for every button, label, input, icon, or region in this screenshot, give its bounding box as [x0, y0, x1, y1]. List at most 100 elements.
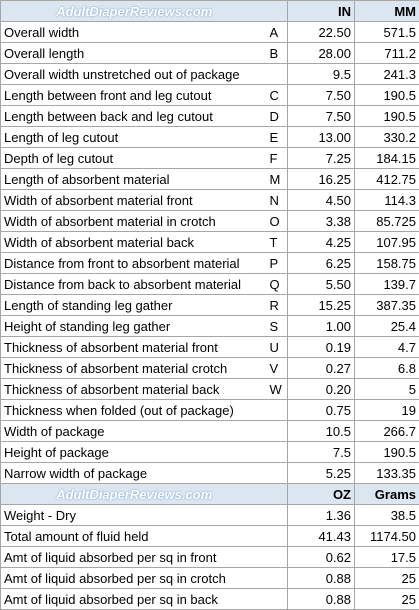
dimension-code: Q [268, 274, 288, 295]
dimension-code: O [268, 211, 288, 232]
weight-label: Amt of liquid absorbed per sq in crotch [1, 568, 268, 589]
weight-label: Total amount of fluid held [1, 526, 268, 547]
weight-code [268, 505, 288, 526]
dimension-code: S [268, 316, 288, 337]
weight-row: Amt of liquid absorbed per sq in crotch 0… [1, 568, 419, 589]
dimension-code: N [268, 190, 288, 211]
weight-oz-value: 1.36 [288, 505, 355, 526]
dimension-label: Thickness when folded (out of package) [1, 400, 268, 421]
dimension-code [268, 400, 288, 421]
dimension-code [268, 421, 288, 442]
dimension-mm-value: 139.7 [355, 274, 419, 295]
dimension-label: Height of standing leg gather [1, 316, 268, 337]
dimension-label: Length between front and leg cutout [1, 85, 268, 106]
dimension-code [268, 463, 288, 484]
weight-oz-value: 0.88 [288, 568, 355, 589]
dimension-in-value: 7.5 [288, 442, 355, 463]
dimension-code: T [268, 232, 288, 253]
dimension-in-value: 1.00 [288, 316, 355, 337]
dimension-mm-value: 6.8 [355, 358, 419, 379]
mm-column-header: MM [355, 1, 419, 22]
dimension-in-value: 7.50 [288, 85, 355, 106]
dimension-in-value: 9.5 [288, 64, 355, 85]
weight-row: Amt of liquid absorbed per sq in back 0.8… [1, 589, 419, 610]
dimension-in-value: 7.50 [288, 106, 355, 127]
dimension-in-value: 15.25 [288, 295, 355, 316]
dimension-mm-value: 4.7 [355, 337, 419, 358]
weight-oz-value: 0.88 [288, 589, 355, 610]
dimension-in-value: 5.50 [288, 274, 355, 295]
weight-code [268, 589, 288, 610]
dimension-mm-value: 330.2 [355, 127, 419, 148]
weight-grams-value: 17.5 [355, 547, 419, 568]
dimension-in-value: 5.25 [288, 463, 355, 484]
weight-grams-value: 38.5 [355, 505, 419, 526]
dimension-label: Width of package [1, 421, 268, 442]
dimension-mm-value: 5 [355, 379, 419, 400]
dimension-mm-value: 241.3 [355, 64, 419, 85]
dimension-in-value: 4.25 [288, 232, 355, 253]
dimension-code: M [268, 169, 288, 190]
weight-code [268, 547, 288, 568]
dimension-code: A [268, 22, 288, 43]
site-watermark: AdultDiaperReviews.com [1, 1, 268, 22]
dimension-label: Length between back and leg cutout [1, 106, 268, 127]
grams-column-header: Grams [355, 484, 419, 505]
dimension-code: E [268, 127, 288, 148]
dimension-in-value: 0.27 [288, 358, 355, 379]
dimension-label: Thickness of absorbent material front [1, 337, 268, 358]
dimension-code: W [268, 379, 288, 400]
dimension-row: Overall width unstretched out of package… [1, 64, 419, 85]
site-watermark-2: AdultDiaperReviews.com [1, 484, 268, 505]
dimension-label: Distance from back to absorbent material [1, 274, 268, 295]
dimension-mm-value: 133.35 [355, 463, 419, 484]
dimension-label: Length of leg cutout [1, 127, 268, 148]
dimension-in-value: 13.00 [288, 127, 355, 148]
dimension-mm-value: 571.5 [355, 22, 419, 43]
dimension-in-value: 4.50 [288, 190, 355, 211]
dimension-mm-value: 190.5 [355, 106, 419, 127]
dimension-label: Width of absorbent material front [1, 190, 268, 211]
dimension-code [268, 64, 288, 85]
dimension-code: D [268, 106, 288, 127]
dimension-in-value: 10.5 [288, 421, 355, 442]
weight-grams-value: 25 [355, 568, 419, 589]
dimension-row: Distance from back to absorbent material… [1, 274, 419, 295]
dimension-code: P [268, 253, 288, 274]
dimension-code: V [268, 358, 288, 379]
weight-label: Amt of liquid absorbed per sq in back [1, 589, 268, 610]
dimension-mm-value: 114.3 [355, 190, 419, 211]
weight-grams-value: 25 [355, 589, 419, 610]
dimension-mm-value: 711.2 [355, 43, 419, 64]
dimension-code: F [268, 148, 288, 169]
dimension-mm-value: 266.7 [355, 421, 419, 442]
dimension-label: Thickness of absorbent material back [1, 379, 268, 400]
dimension-label: Overall length [1, 43, 268, 64]
oz-column-header: OZ [288, 484, 355, 505]
dimension-mm-value: 412.75 [355, 169, 419, 190]
dimension-label: Overall width unstretched out of package [1, 64, 268, 85]
in-column-header: IN [288, 1, 355, 22]
dimension-label: Length of standing leg gather [1, 295, 268, 316]
dimension-mm-value: 190.5 [355, 442, 419, 463]
code-header [268, 1, 288, 22]
weight-code [268, 526, 288, 547]
dimension-mm-value: 85.725 [355, 211, 419, 232]
